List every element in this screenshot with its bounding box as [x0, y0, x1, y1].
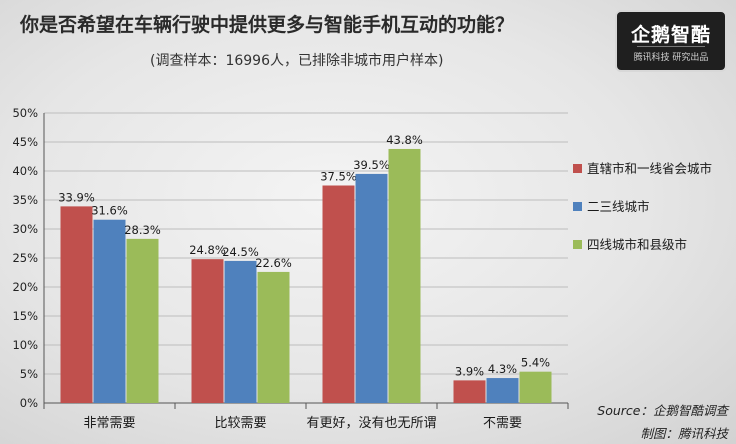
data-label: 5.4%: [521, 356, 550, 370]
chart-title: 你是否希望在车辆行驶中提供更多与智能手机互动的功能？: [20, 14, 515, 36]
bar: [191, 259, 224, 403]
data-label: 33.9%: [58, 190, 95, 204]
data-label: 31.6%: [91, 204, 128, 218]
source-note: Source：企鹅智酷调查: [597, 403, 728, 418]
bar: [257, 271, 290, 403]
bar: [93, 219, 126, 403]
data-label: 22.6%: [255, 256, 292, 270]
bar: [60, 206, 93, 403]
y-tick-label: 35%: [12, 193, 38, 207]
legend-label: 四线城市和县级市: [587, 237, 687, 252]
logo-tagline: 腾讯科技 研究出品: [633, 53, 709, 63]
logo: 企鹅智酷 腾讯科技 研究出品: [615, 10, 727, 72]
bar: [322, 185, 355, 403]
y-tick-label: 20%: [12, 280, 38, 294]
y-tick-label: 45%: [12, 135, 38, 149]
bar: [388, 148, 421, 403]
legend-swatch: [573, 164, 582, 173]
data-label: 24.5%: [222, 245, 259, 259]
bar: [355, 173, 388, 403]
y-tick-label: 50%: [12, 106, 38, 120]
bar: [453, 380, 486, 403]
bar: [486, 378, 519, 403]
y-tick-label: 5%: [20, 367, 38, 381]
y-tick-label: 25%: [12, 251, 38, 265]
logo-name: 企鹅智酷: [630, 24, 711, 46]
y-tick-label: 15%: [12, 309, 38, 323]
data-label: 24.8%: [189, 243, 226, 257]
category-label: 比较需要: [214, 416, 266, 431]
bar: [519, 371, 552, 403]
bar: [126, 238, 159, 403]
y-tick-label: 30%: [12, 222, 38, 236]
data-label: 4.3%: [488, 362, 517, 376]
data-label: 39.5%: [353, 158, 390, 172]
chart-subtitle: (调查样本：16996人，已排除非城市用户样本): [150, 53, 444, 69]
y-tick-label: 0%: [20, 396, 38, 410]
credit-note: 制图：腾讯科技: [640, 426, 728, 441]
category-label: 非常需要: [83, 416, 135, 431]
y-tick-label: 40%: [12, 164, 38, 178]
category-label: 有更好，没有也无所谓: [306, 416, 436, 431]
data-label: 37.5%: [320, 170, 357, 184]
category-label: 不需要: [483, 416, 522, 431]
data-label: 28.3%: [124, 223, 161, 237]
legend-swatch: [573, 202, 582, 211]
data-label: 43.8%: [386, 133, 423, 147]
legend-label: 二三线城市: [587, 199, 650, 214]
y-tick-label: 10%: [12, 338, 38, 352]
legend-label: 直辖市和一线省会城市: [587, 161, 712, 176]
data-label: 3.9%: [455, 364, 484, 378]
bar: [224, 260, 257, 403]
logo-divider: [637, 46, 705, 47]
legend-swatch: [573, 240, 582, 249]
